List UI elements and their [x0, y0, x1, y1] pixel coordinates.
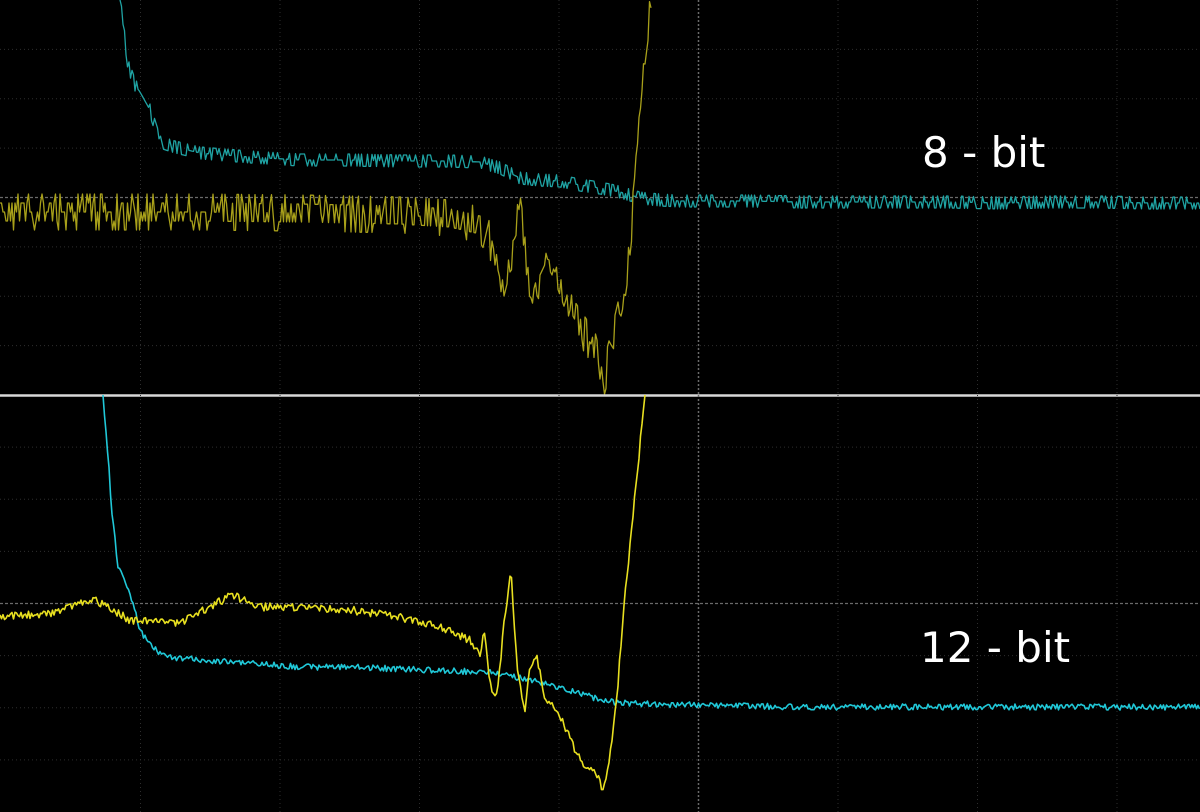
panel-12bit: 12 - bit [0, 394, 1200, 812]
panel-8bit-grid [0, 0, 1200, 395]
panel-12bit-traces [0, 394, 1200, 791]
panel-8bit-traces [0, 0, 1200, 395]
trace-ch1-12bit [102, 394, 1200, 711]
label-12bit: 12 - bit [920, 623, 1070, 672]
panel-8bit: 8 - bit [0, 0, 1200, 395]
panel-12bit-grid [0, 395, 1200, 812]
trace-ch2-8bit [0, 0, 652, 395]
trace-ch1-8bit [119, 0, 1200, 210]
trace-ch2-12bit [0, 394, 646, 791]
label-8bit: 8 - bit [922, 128, 1045, 177]
